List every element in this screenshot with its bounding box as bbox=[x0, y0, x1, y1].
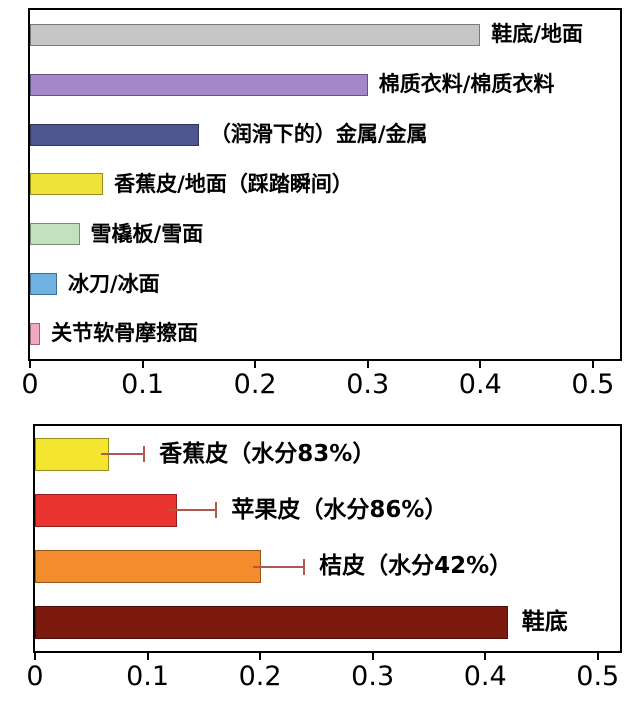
bar-label: 桔皮（水分42%） bbox=[319, 553, 513, 580]
x-tick-mark bbox=[371, 653, 374, 660]
peel-friction-bar-chart: 香蕉皮（水分83%） 苹果皮（水分86%） 桔皮（水分42%） 鞋底 0 0.1 0.2 0… bbox=[26, 424, 622, 699]
bar bbox=[30, 322, 41, 345]
x-tick-label: 0.1 bbox=[121, 369, 165, 400]
bar-label: 鞋底/地面 bbox=[491, 22, 583, 47]
bar-row: 鞋底/地面 bbox=[30, 22, 620, 47]
bar-row: 冰刀/冰面 bbox=[30, 271, 620, 296]
bar-label: 香蕉皮（水分83%） bbox=[159, 440, 376, 467]
x-tick-label: 0.2 bbox=[233, 369, 277, 400]
x-tick-mark bbox=[254, 361, 257, 368]
bar-label: 苹果皮（水分86%） bbox=[231, 496, 448, 523]
error-bar bbox=[253, 558, 306, 576]
x-tick-label: 0 bbox=[26, 661, 44, 692]
bar-row: 苹果皮（水分86%） bbox=[35, 493, 620, 527]
x-tick-label: 0.5 bbox=[576, 661, 620, 692]
bar bbox=[30, 73, 368, 96]
bar bbox=[30, 223, 80, 246]
x-tick-mark bbox=[29, 361, 31, 368]
x-tick-mark bbox=[479, 361, 482, 368]
bar bbox=[30, 273, 58, 296]
error-bar-cap bbox=[215, 502, 218, 519]
x-tick-label: 0.1 bbox=[126, 661, 170, 692]
bar-label: 冰刀/冰面 bbox=[68, 271, 160, 296]
error-bar-line bbox=[253, 565, 306, 568]
bar-row: 桔皮（水分42%） bbox=[35, 550, 620, 584]
x-axis: 0 0.1 0.2 0.3 0.4 0.5 bbox=[21, 361, 620, 407]
error-bar bbox=[101, 445, 146, 463]
error-bar-cap bbox=[143, 446, 146, 463]
bar bbox=[35, 493, 177, 527]
bar bbox=[30, 173, 104, 196]
bar-row: 棉质衣料/棉质衣料 bbox=[30, 72, 620, 97]
bar-row: 鞋底 bbox=[35, 606, 620, 640]
x-tick-mark bbox=[259, 653, 262, 660]
bar-label: 香蕉皮/地面（踩踏瞬间） bbox=[114, 171, 353, 196]
bar bbox=[35, 550, 262, 584]
bar bbox=[35, 437, 110, 471]
plot-area: 香蕉皮（水分83%） 苹果皮（水分86%） 桔皮（水分42%） 鞋底 bbox=[33, 424, 622, 653]
bar-label: 棉质衣料/棉质衣料 bbox=[378, 72, 555, 97]
x-tick-label: 0.5 bbox=[571, 369, 615, 400]
x-tick-mark bbox=[366, 361, 369, 368]
error-bar-line bbox=[101, 453, 146, 456]
friction-pairs-bar-chart: 鞋底/地面棉质衣料/棉质衣料 （润滑下的）金属/金属香蕉皮/地面（踩踏瞬间） 雪橇板… bbox=[21, 8, 622, 407]
bar-row: 雪橇板/雪面 bbox=[30, 221, 620, 246]
x-axis: 0 0.1 0.2 0.3 0.4 0.5 bbox=[26, 653, 620, 699]
bar-row: 香蕉皮/地面（踩踏瞬间） bbox=[30, 171, 620, 196]
bar-label: 关节软骨摩擦面 bbox=[51, 321, 199, 346]
error-bar-line bbox=[168, 509, 218, 512]
bar-label: 鞋底 bbox=[521, 609, 568, 636]
bar bbox=[30, 23, 481, 46]
x-tick-label: 0 bbox=[21, 369, 39, 400]
x-tick-mark bbox=[146, 653, 149, 660]
x-tick-mark bbox=[34, 653, 36, 660]
x-tick-label: 0.4 bbox=[463, 661, 507, 692]
x-tick-label: 0.2 bbox=[238, 661, 282, 692]
x-tick-label: 0.3 bbox=[351, 661, 395, 692]
bar bbox=[35, 606, 508, 640]
x-tick-mark bbox=[596, 653, 599, 660]
plot-area: 鞋底/地面棉质衣料/棉质衣料 （润滑下的）金属/金属香蕉皮/地面（踩踏瞬间） 雪橇板… bbox=[28, 8, 622, 361]
x-tick-mark bbox=[141, 361, 144, 368]
x-tick-mark bbox=[591, 361, 594, 368]
x-tick-label: 0.4 bbox=[458, 369, 502, 400]
bar-row: 关节软骨摩擦面 bbox=[30, 321, 620, 346]
bar bbox=[30, 123, 199, 146]
bar-row: 香蕉皮（水分83%） bbox=[35, 437, 620, 471]
x-tick-label: 0.3 bbox=[346, 369, 390, 400]
error-bar-cap bbox=[303, 558, 306, 575]
error-bar bbox=[168, 501, 218, 519]
bar-row: （润滑下的）金属/金属 bbox=[30, 122, 620, 147]
bar-label: （润滑下的）金属/金属 bbox=[209, 122, 428, 147]
bar-label: 雪橇板/雪面 bbox=[90, 221, 204, 246]
x-tick-mark bbox=[484, 653, 487, 660]
